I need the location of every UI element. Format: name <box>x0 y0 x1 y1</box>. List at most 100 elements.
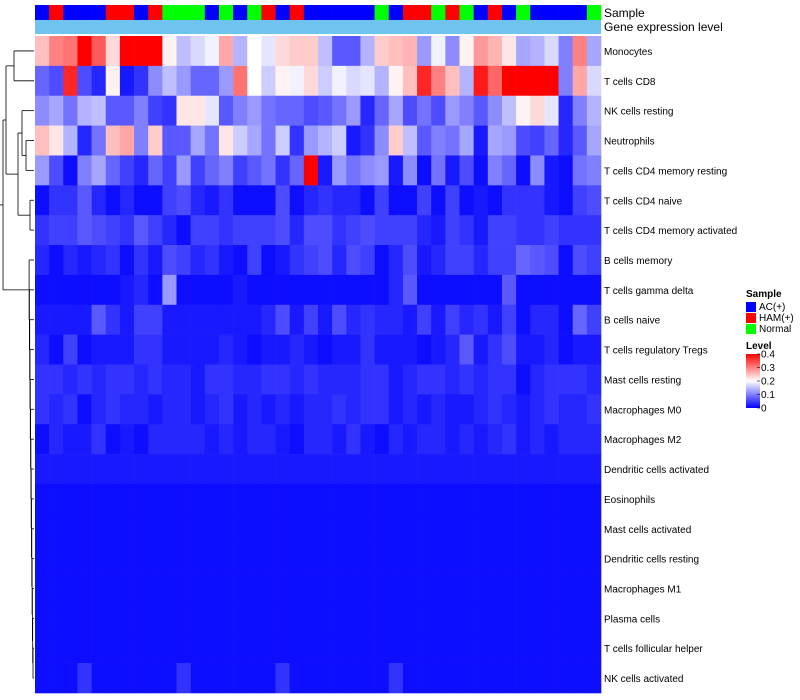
heatmap-cell <box>218 245 234 276</box>
heatmap-cell <box>77 394 92 425</box>
row-dendrogram <box>0 50 34 679</box>
heatmap-cell <box>332 334 347 365</box>
heatmap-cell <box>162 603 177 634</box>
gene-expression-annotation-bar <box>35 20 601 34</box>
heatmap-cell <box>247 513 262 544</box>
heatmap-cell <box>572 454 588 485</box>
heatmap-cell <box>233 394 248 425</box>
heatmap-cell <box>374 36 390 67</box>
heatmap-cell <box>77 215 92 246</box>
heatmap-cell <box>530 483 545 515</box>
heatmap-cell <box>204 95 220 126</box>
heatmap-cell <box>91 454 107 485</box>
heatmap-cell <box>119 65 135 97</box>
heatmap-cell <box>63 424 78 455</box>
heatmap-cell <box>176 185 191 216</box>
heatmap-cell <box>105 633 121 664</box>
heatmap-cell <box>218 274 234 306</box>
sample-annotation-cell <box>332 5 347 20</box>
heatmap-cell <box>516 394 531 425</box>
heatmap-cell <box>332 215 347 246</box>
heatmap-cell <box>176 274 191 306</box>
heatmap-cell <box>303 573 319 604</box>
sample-annotation-cell <box>105 5 121 20</box>
heatmap-cell <box>176 245 191 276</box>
legend-level-title: Level <box>746 341 772 352</box>
heatmap-cell <box>388 65 404 97</box>
heatmap-cell <box>374 215 390 246</box>
heatmap-cell <box>77 513 92 544</box>
heatmap-cell <box>247 215 262 246</box>
heatmap-cell <box>431 245 446 276</box>
heatmap-cell <box>91 215 107 246</box>
heatmap-cell <box>190 304 206 335</box>
heatmap-cell <box>289 65 305 97</box>
heatmap-cell <box>190 454 206 485</box>
sample-annotation-cell <box>318 5 333 20</box>
heatmap-cell <box>63 513 78 544</box>
heatmap-cell <box>332 483 347 515</box>
heatmap-cell <box>487 543 503 574</box>
heatmap-cell <box>459 483 474 515</box>
heatmap-cell <box>332 513 347 544</box>
heatmap-cell <box>402 95 418 126</box>
heatmap-cell <box>374 424 390 455</box>
heatmap-cell <box>459 513 474 544</box>
row-labels: Monocytes T cells CD8 NK cells resting Neut… <box>604 47 737 685</box>
heatmap-cell <box>162 543 177 574</box>
heatmap-cell <box>91 663 107 694</box>
heatmap-cell <box>303 543 319 574</box>
sample-annotation-cell <box>275 5 290 20</box>
heatmap-cell <box>218 513 234 544</box>
heatmap-cell <box>148 155 163 186</box>
heatmap-cell <box>572 364 588 395</box>
heatmap-cell <box>190 274 206 306</box>
heatmap-cell <box>190 424 206 455</box>
heatmap-cell <box>261 95 276 126</box>
heatmap-cell <box>388 304 404 335</box>
heatmap-cell <box>190 394 206 425</box>
heatmap-cell <box>77 155 92 186</box>
heatmap-cell <box>105 394 121 425</box>
heatmap-cell <box>49 364 64 395</box>
heatmap-cell <box>332 394 347 425</box>
heatmap-cell <box>91 185 107 216</box>
heatmap-cell <box>134 633 149 664</box>
heatmap-cell <box>544 573 559 604</box>
heatmap-cell <box>303 364 319 395</box>
heatmap-cell <box>233 185 248 216</box>
sample-annotation-cell <box>247 5 262 20</box>
heatmap-cell <box>134 36 149 67</box>
heatmap-cell <box>487 304 503 335</box>
heatmap-cell <box>572 36 588 67</box>
heatmap-cell <box>332 95 347 126</box>
heatmap-cell <box>148 304 163 335</box>
heatmap-cell <box>388 483 404 515</box>
sample-annotation-cell <box>586 5 602 20</box>
heatmap-cell <box>318 95 333 126</box>
sample-annotation-cell <box>218 5 234 20</box>
heatmap-cell <box>218 215 234 246</box>
heatmap-cell <box>431 394 446 425</box>
heatmap-cell <box>374 185 390 216</box>
heatmap-cell <box>346 304 361 335</box>
heatmap-cell <box>218 36 234 67</box>
heatmap-cell <box>332 454 347 485</box>
heatmap-cell <box>134 95 149 126</box>
heatmap-cell <box>119 424 135 455</box>
heatmap-cell <box>77 633 92 664</box>
heatmap-cell <box>360 65 375 97</box>
heatmap-cell <box>346 65 361 97</box>
heatmap-cell <box>516 304 531 335</box>
heatmap-cell <box>402 215 418 246</box>
heatmap-cell <box>516 663 531 694</box>
heatmap-cell <box>35 663 50 694</box>
heatmap-cell <box>346 573 361 604</box>
heatmap-cell <box>346 215 361 246</box>
legend-level-tick-label: 0.3 <box>761 363 775 374</box>
heatmap-cell <box>572 185 588 216</box>
heatmap-cell <box>388 245 404 276</box>
heatmap-cell <box>176 155 191 186</box>
heatmap-cell <box>388 454 404 485</box>
heatmap-cell <box>473 215 489 246</box>
